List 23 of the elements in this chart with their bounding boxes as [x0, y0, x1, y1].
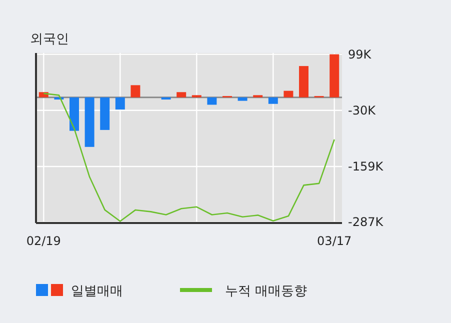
bar	[115, 97, 125, 110]
y-tick-label: -159K	[348, 159, 384, 174]
legend-label: 일별매매	[71, 284, 123, 299]
x-tick-label: 02/19	[26, 234, 61, 248]
bar	[207, 97, 217, 105]
x-tick-label: 03/17	[317, 234, 352, 248]
bar	[268, 97, 278, 104]
line-series	[43, 92, 335, 222]
y-tick-label: 99K	[348, 47, 372, 62]
legend-label: 누적 매매동향	[225, 284, 308, 299]
bar	[130, 85, 140, 98]
bar	[176, 92, 186, 98]
bar	[70, 97, 79, 131]
bar	[161, 97, 171, 100]
y-tick-label: -287K	[348, 215, 384, 230]
bar	[284, 90, 294, 98]
bar	[299, 66, 308, 98]
bar	[330, 54, 340, 98]
bar	[100, 97, 110, 130]
bar	[84, 97, 94, 147]
chart-title: 외국인	[30, 32, 69, 47]
y-tick-label: -30K	[348, 103, 377, 118]
bar	[238, 97, 248, 101]
